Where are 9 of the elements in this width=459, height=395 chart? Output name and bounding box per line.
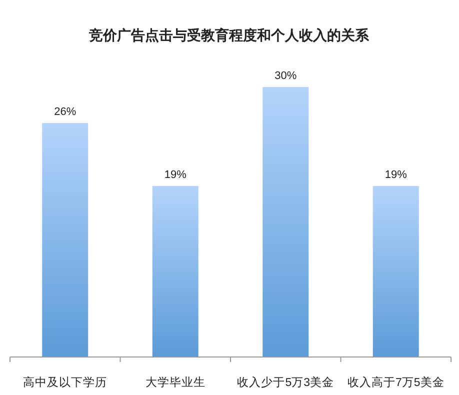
data-label: 26% <box>54 106 76 118</box>
title: 竞价广告点击与受教育程度和个人收入的关系 <box>89 27 369 43</box>
x-tick-label: 收入少于5万3美金 <box>237 375 334 389</box>
data-label: 19% <box>164 169 187 181</box>
data-label: 30% <box>274 70 297 82</box>
x-tick-label: 高中及以下学历 <box>23 375 108 389</box>
x-tick-label: 大学毕业生 <box>145 376 206 389</box>
data-label: 19% <box>384 169 408 181</box>
x-tick-label: 收入高于7万5美金 <box>347 375 444 389</box>
